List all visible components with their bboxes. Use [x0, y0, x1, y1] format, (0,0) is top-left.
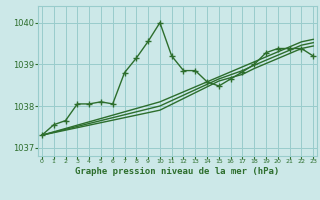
X-axis label: Graphe pression niveau de la mer (hPa): Graphe pression niveau de la mer (hPa) [76, 167, 280, 176]
